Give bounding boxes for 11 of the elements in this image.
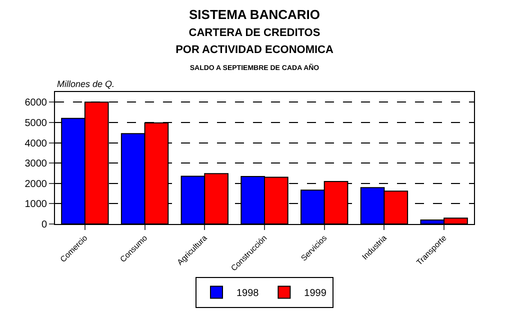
y-tick-label: 6000 [24,98,48,109]
chart-title: SISTEMA BANCARIO [189,7,320,22]
legend-label: 1999 [304,288,327,300]
y-axis-title: Millones de Q. [57,79,115,89]
y-tick-label: 3000 [24,158,48,170]
y-tick-label: 2000 [24,178,48,190]
y-tick-label: 4000 [24,138,48,150]
legend-label: 1998 [236,288,260,300]
y-tick-label: 0 [41,220,48,230]
y-tick-label: 1000 [24,199,48,210]
y-tick-label: 5000 [24,118,48,129]
